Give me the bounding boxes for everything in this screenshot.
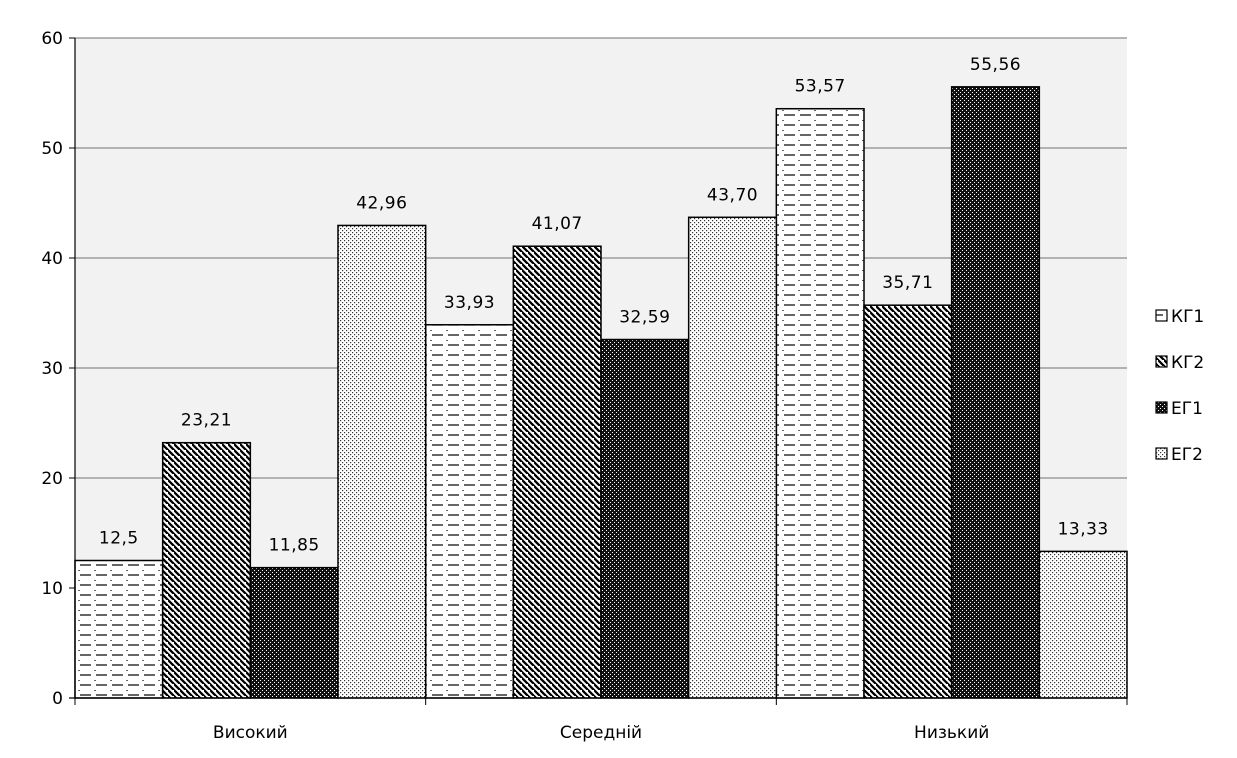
data-label: 11,85 [269, 536, 320, 556]
legend-label-КГ1: КГ1 [1171, 307, 1204, 327]
data-label: 33,93 [444, 293, 495, 313]
category-label: Середній [560, 723, 642, 743]
y-tick-label: 0 [52, 689, 63, 709]
bar-КГ2-Високий [161, 441, 252, 699]
legend-label-ЕГ2: ЕГ2 [1171, 445, 1203, 465]
bar-КГ2-Низький [863, 304, 953, 699]
y-tick-label: 40 [41, 249, 63, 269]
data-label: 43,70 [707, 185, 758, 205]
y-tick-label: 60 [41, 29, 63, 49]
legend-label-ЕГ1: ЕГ1 [1171, 399, 1203, 419]
data-label: 12,5 [99, 529, 139, 549]
bar-ЕГ2-Низький [1038, 550, 1128, 699]
data-label: 41,07 [532, 214, 583, 234]
data-label: 32,59 [619, 308, 670, 328]
data-label: 23,21 [181, 411, 232, 431]
legend-swatch-ЕГ2 [1155, 447, 1168, 460]
bar-КГ2-Середній [512, 245, 602, 699]
bar-КГ1-Високий [74, 559, 164, 699]
bar-КГ1-Середній [424, 324, 515, 699]
legend-swatch-ЕГ1 [1155, 401, 1168, 414]
category-label: Низький [914, 723, 989, 743]
bar-ЕГ2-Середній [687, 216, 778, 699]
bar-ЕГ2-Високий [337, 224, 427, 699]
y-tick-label: 30 [41, 359, 63, 379]
y-tick-label: 50 [41, 139, 63, 159]
bar-КГ1-Низький [775, 107, 865, 699]
axes: 0 10 20 30 40 50 60 Високий Середній Низький [41, 29, 1128, 743]
bars [74, 86, 1128, 699]
data-labels: 12,5 33,93 53,57 23,21 41,07 35,71 11,85 32,59 5… [99, 55, 1109, 556]
legend-label-КГ2: КГ2 [1171, 353, 1204, 373]
data-label: 53,57 [795, 77, 846, 97]
data-label: 55,56 [970, 55, 1021, 75]
data-label: 13,33 [1058, 519, 1109, 539]
category-label: Високий [213, 723, 288, 743]
data-label: 35,71 [882, 273, 933, 293]
bar-ЕГ1-Середній [600, 338, 690, 699]
y-tick-label: 20 [41, 469, 63, 489]
bar-ЕГ1-Високий [249, 566, 339, 699]
legend-swatch-КГ2 [1155, 355, 1168, 368]
legend-swatch-КГ1 [1155, 309, 1168, 322]
bar-ЕГ1-Низький [950, 86, 1041, 699]
data-label: 42,96 [356, 193, 407, 213]
legend: КГ1 КГ2 ЕГ1 ЕГ2 [1155, 307, 1204, 465]
y-tick-label: 10 [41, 579, 63, 599]
